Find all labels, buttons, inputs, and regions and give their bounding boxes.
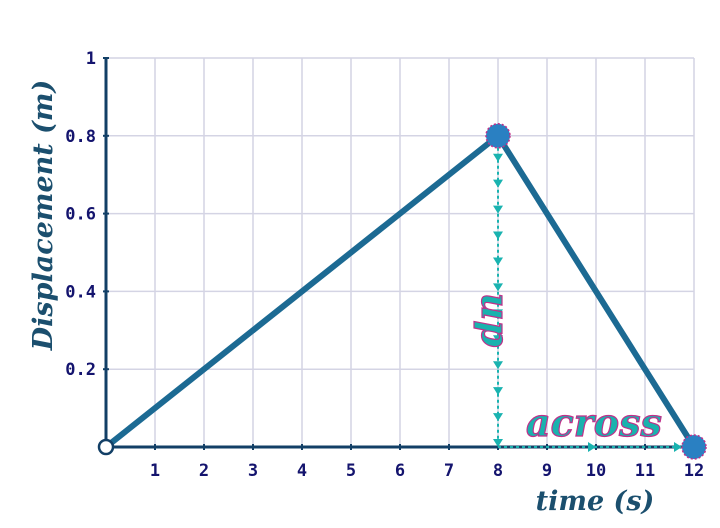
arrowhead bbox=[493, 257, 503, 266]
arrowhead bbox=[493, 205, 503, 214]
tick-labels: 1 2 3 4 5 6 7 8 9 10 11 120.20.40.60.81 bbox=[65, 49, 704, 481]
data-point bbox=[681, 434, 707, 460]
arrowhead bbox=[674, 442, 682, 452]
x-tick-label: 2 bbox=[199, 461, 209, 481]
arrowhead bbox=[493, 309, 503, 318]
x-tick-label: 4 bbox=[297, 461, 307, 481]
arrowhead bbox=[493, 179, 503, 188]
y-tick-label: 0.4 bbox=[65, 282, 96, 302]
x-axis-label: time (s) bbox=[536, 486, 655, 517]
x-tick-label: 8 bbox=[493, 461, 503, 481]
y-tick-label: 1 bbox=[86, 49, 96, 69]
x-tick-label: 11 bbox=[635, 461, 655, 481]
data-point bbox=[485, 123, 511, 149]
arrowhead bbox=[493, 361, 503, 370]
arrows bbox=[493, 135, 694, 452]
y-axis-label: Displacement (m) bbox=[28, 80, 59, 352]
x-tick-label: 1 bbox=[150, 461, 160, 481]
series bbox=[97, 123, 707, 460]
annotation-up: up bbox=[473, 293, 518, 348]
y-tick-label: 0.6 bbox=[65, 205, 96, 225]
annotation-across: across bbox=[526, 400, 662, 445]
arrowhead bbox=[493, 439, 503, 447]
x-tick-label: 6 bbox=[395, 461, 405, 481]
data-point-origin bbox=[97, 438, 115, 456]
arrowhead bbox=[493, 413, 503, 422]
axes bbox=[103, 57, 695, 450]
y-tick-label: 0.8 bbox=[65, 127, 96, 147]
x-tick-label: 10 bbox=[586, 461, 606, 481]
arrowhead bbox=[588, 442, 596, 452]
x-tick-label: 12 bbox=[684, 461, 704, 481]
arrowhead bbox=[493, 283, 503, 292]
y-tick-label: 0.2 bbox=[65, 360, 96, 380]
x-tick-label: 5 bbox=[346, 461, 356, 481]
x-tick-label: 9 bbox=[542, 461, 552, 481]
arrowhead bbox=[493, 231, 503, 240]
arrowhead bbox=[493, 335, 503, 344]
arrowhead bbox=[493, 153, 503, 162]
x-tick-label: 7 bbox=[444, 461, 454, 481]
x-tick-label: 3 bbox=[248, 461, 258, 481]
arrowhead bbox=[493, 387, 503, 396]
grid bbox=[106, 57, 695, 447]
